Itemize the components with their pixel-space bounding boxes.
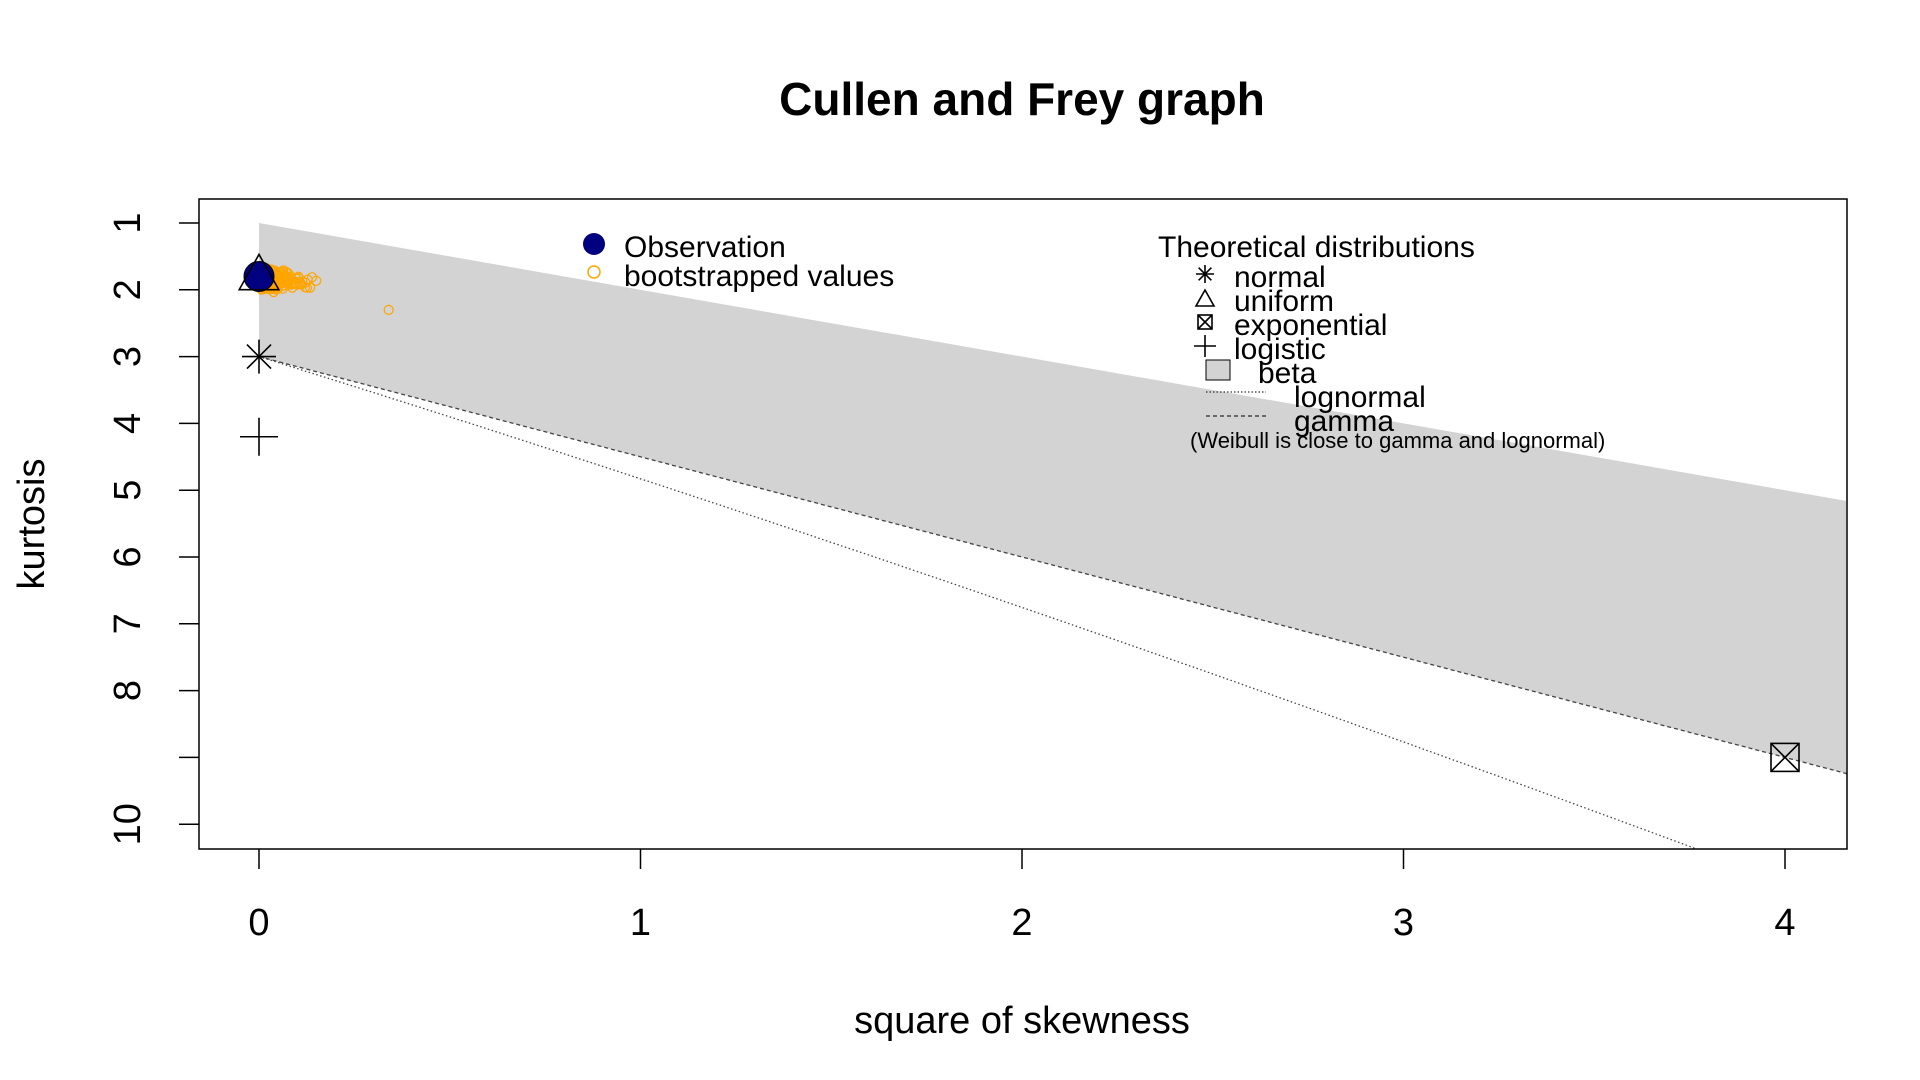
x-axis-label: square of skewness xyxy=(854,1000,1190,1042)
theoretical-points xyxy=(237,252,1800,773)
x-axis: 0 1 2 3 4 xyxy=(248,849,1796,944)
x-tick-label: 1 xyxy=(630,902,651,944)
legend-title: Theoretical distributions xyxy=(1158,231,1475,264)
legend-observation-label: Observation xyxy=(624,231,786,264)
y-tick-label: 10 xyxy=(107,803,149,845)
legend-theoretical: Theoretical distributionsnormaluniformex… xyxy=(1158,231,1605,453)
x-tick-label: 2 xyxy=(1011,902,1032,944)
logistic-point xyxy=(240,417,278,456)
bootstrap-point xyxy=(278,277,289,288)
legend-exponential-label: exponential xyxy=(1234,309,1387,342)
x-tick-label: 0 xyxy=(248,902,269,944)
bootstrap-point xyxy=(301,282,312,293)
legend-uniform-marker xyxy=(1194,288,1216,307)
observation-point xyxy=(243,260,275,292)
y-tick-label: 1 xyxy=(107,212,149,233)
legend-note: (Weibull is close to gamma and lognormal… xyxy=(1190,428,1605,453)
y-tick-label: 7 xyxy=(107,613,149,634)
uniform-point xyxy=(237,252,281,291)
lognormal-curve xyxy=(258,355,1699,849)
legend-exponential-marker xyxy=(1197,314,1213,330)
normal-point xyxy=(242,339,276,374)
y-axis: 1 2 3 4 5 6 7 8 10 xyxy=(107,212,199,845)
legend-bootstrap-label: bootstrapped values xyxy=(624,260,894,293)
bootstrap-point xyxy=(383,304,394,315)
y-tick-label: 4 xyxy=(107,413,149,434)
legend-logistic-marker xyxy=(1194,335,1216,357)
plot-frame xyxy=(198,198,1848,850)
legend-gamma-label: gamma xyxy=(1294,405,1394,438)
legend-lognormal-label: lognormal xyxy=(1294,381,1426,414)
legend-beta-label: beta xyxy=(1258,357,1317,390)
y-tick-label: 5 xyxy=(107,480,149,501)
legend-logistic-label: logistic xyxy=(1234,333,1326,366)
y-axis-label: kurtosis xyxy=(11,459,53,590)
legend-bootstrap-marker xyxy=(587,265,601,279)
legend-normal-label: normal xyxy=(1234,261,1326,294)
legend-normal-marker xyxy=(1196,265,1214,283)
legend-uniform-label: uniform xyxy=(1234,285,1334,318)
bootstrap-point xyxy=(302,274,313,285)
exponential-point xyxy=(1770,742,1800,773)
y-tick-label: 8 xyxy=(107,680,149,701)
plot-area xyxy=(237,223,1847,849)
chart-title: Cullen and Frey graph xyxy=(779,73,1265,125)
y-tick-label: 2 xyxy=(107,279,149,300)
x-tick-label: 3 xyxy=(1393,902,1414,944)
gamma-line xyxy=(258,355,1847,775)
x-tick-label: 4 xyxy=(1774,902,1795,944)
legend-beta-marker xyxy=(1205,359,1231,381)
y-tick-label: 3 xyxy=(107,346,149,367)
legend-observation-marker xyxy=(583,233,605,255)
beta-region xyxy=(259,223,1847,774)
y-tick-label: 6 xyxy=(107,546,149,567)
bootstrap-point xyxy=(293,276,304,287)
